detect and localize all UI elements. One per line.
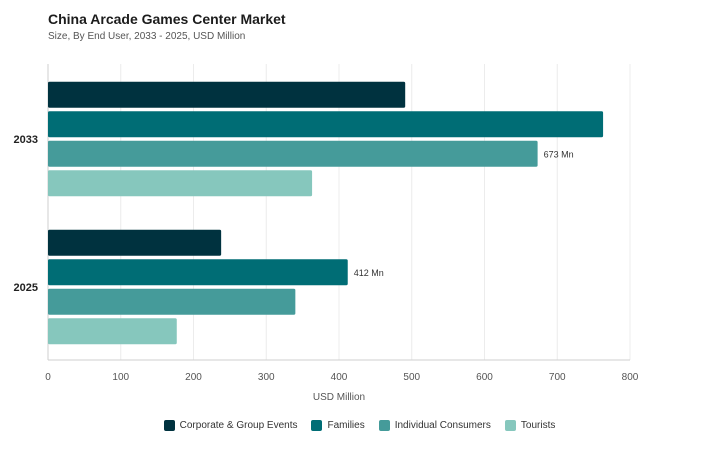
legend-label: Tourists — [520, 420, 556, 431]
chart-subtitle: Size, By End User, 2033 - 2025, USD Mill… — [48, 31, 246, 42]
x-tick-label: 600 — [476, 372, 493, 383]
x-tick-label: 0 — [45, 372, 51, 383]
x-tick-label: 100 — [112, 372, 129, 383]
legend-item: Corporate & Group Events — [163, 420, 298, 431]
bar — [48, 81, 406, 108]
x-tick-label: 400 — [331, 372, 348, 383]
legend-label: Corporate & Group Events — [179, 420, 298, 431]
x-tick-label: 200 — [185, 372, 202, 383]
x-axis-title: USD Million — [313, 392, 365, 403]
data-label: 673 Mn — [544, 149, 574, 159]
category-label: 2025 — [14, 282, 38, 294]
legend-swatch — [378, 420, 390, 431]
legend-swatch — [311, 420, 323, 431]
legend-label: Families — [327, 420, 365, 431]
bar — [48, 259, 348, 286]
bar — [48, 288, 296, 315]
legend-item: Tourists — [504, 420, 556, 431]
bar — [48, 170, 313, 197]
x-tick-label: 300 — [258, 372, 275, 383]
category-label: 2033 — [14, 134, 38, 146]
bar — [48, 111, 604, 138]
data-label: 412 Mn — [354, 268, 384, 278]
legend-item: Individual Consumers — [378, 420, 491, 431]
x-tick-label: 500 — [403, 372, 420, 383]
legend-label: Individual Consumers — [394, 420, 491, 431]
x-tick-label: 800 — [622, 372, 639, 383]
legend-swatch — [163, 420, 175, 431]
chart-legend: Corporate & Group Events Families Individu… — [0, 420, 719, 431]
bar — [48, 229, 222, 256]
bar — [48, 140, 538, 167]
chart-title: China Arcade Games Center Market — [48, 11, 286, 27]
legend-item: Families — [311, 420, 365, 431]
bar — [48, 318, 177, 345]
x-tick-label: 700 — [549, 372, 566, 383]
legend-swatch — [504, 420, 516, 431]
